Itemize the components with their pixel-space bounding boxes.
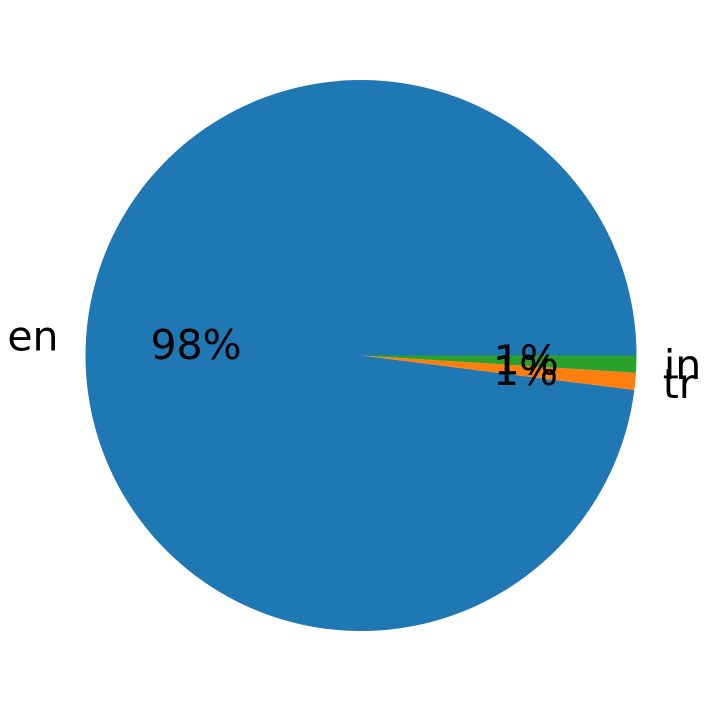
pie-slice-tr <box>361 355 636 391</box>
slice-pct-tr: 1% <box>493 347 558 395</box>
pie-slice-en <box>85 80 637 632</box>
slice-label-en: en <box>7 312 58 360</box>
slice-pct-in: 1% <box>494 337 559 385</box>
slice-label-tr: tr <box>663 360 696 408</box>
pie-slice-in <box>361 355 637 373</box>
slice-label-in: in <box>664 341 701 389</box>
slice-pct-en: 98% <box>150 321 241 369</box>
